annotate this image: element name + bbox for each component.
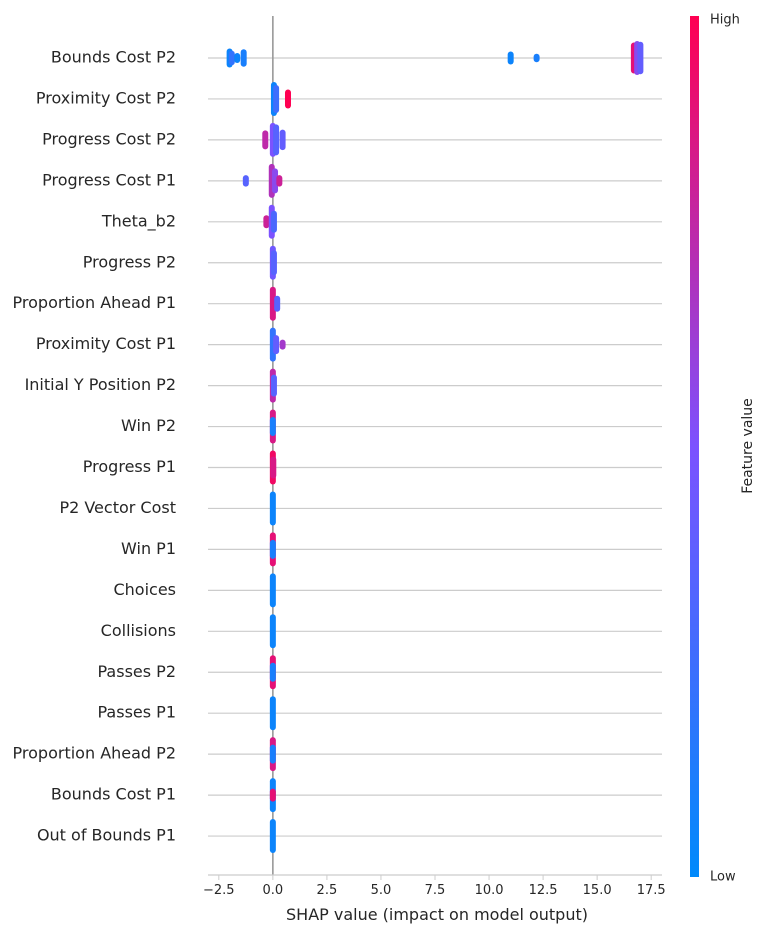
data-point-cluster [242, 175, 249, 187]
x-tick-label: 2.5 [317, 883, 338, 898]
data-point-cluster [276, 175, 283, 187]
data-point-cluster [269, 286, 276, 321]
feature-label: Win P2 [121, 416, 176, 435]
data-point-cluster [269, 573, 276, 608]
data-point-cluster [269, 788, 276, 802]
data-point-cluster [263, 215, 270, 229]
data-point-cluster [269, 417, 276, 437]
data-point-cluster [262, 130, 269, 150]
colorbar-bar [690, 16, 699, 877]
feature-label: Bounds Cost P1 [51, 785, 176, 804]
data-point-cluster [637, 41, 644, 75]
data-point-cluster [269, 696, 276, 731]
data-points [226, 41, 644, 854]
data-point-cluster [270, 210, 277, 233]
feature-label: Progress Cost P1 [42, 170, 176, 189]
data-point-cluster [279, 129, 286, 151]
feature-label: Passes P1 [98, 703, 177, 722]
feature-label: Choices [113, 580, 176, 599]
data-point-cluster [533, 53, 540, 63]
x-tick-label: 5.0 [371, 883, 392, 898]
feature-label: Proportion Ahead P1 [13, 293, 176, 312]
data-point-cluster [274, 295, 281, 312]
x-tick-label: 7.5 [425, 883, 446, 898]
data-point-cluster [269, 614, 276, 649]
data-point-cluster [269, 491, 276, 526]
data-point-cluster [273, 335, 280, 355]
feature-label: Win P1 [121, 539, 176, 558]
feature-label: Initial Y Position P2 [25, 375, 176, 394]
data-point-cluster [270, 456, 277, 479]
feature-label: Progress P2 [83, 252, 176, 271]
data-point-cluster [234, 53, 241, 63]
data-point-cluster [284, 89, 291, 109]
feature-label: Collisions [101, 621, 176, 640]
feature-label: Out of Bounds P1 [37, 826, 176, 845]
feature-label: Passes P2 [98, 662, 177, 681]
data-point-cluster [228, 50, 235, 66]
x-tick-label: 12.5 [529, 883, 558, 898]
x-tick-label: −2.5 [203, 883, 235, 898]
data-point-cluster [273, 124, 280, 156]
grid-lines [208, 57, 662, 837]
colorbar-title: Feature value [740, 398, 756, 494]
data-point-cluster [240, 49, 247, 67]
colorbar-low-label: Low [710, 870, 736, 885]
data-point-cluster [273, 84, 280, 113]
feature-label: Bounds Cost P2 [51, 48, 176, 67]
data-point-cluster [269, 662, 276, 682]
x-axis-title: SHAP value (impact on model output) [286, 905, 588, 924]
colorbar-high-label: High [710, 13, 740, 28]
data-point-cluster [270, 250, 277, 276]
x-tick-label: 17.5 [637, 883, 666, 898]
x-tick-label: 10.0 [475, 883, 504, 898]
data-point-cluster [507, 51, 514, 65]
data-point-cluster [272, 168, 279, 194]
feature-label: Proportion Ahead P2 [13, 744, 176, 763]
data-point-cluster [270, 374, 277, 397]
feature-label: Progress Cost P2 [42, 129, 176, 148]
x-tick-label: 15.0 [583, 883, 612, 898]
feature-label: Progress P1 [83, 457, 176, 476]
feature-label: Proximity Cost P1 [36, 334, 176, 353]
data-point-cluster [269, 819, 276, 854]
feature-label: Proximity Cost P2 [36, 88, 176, 107]
x-tick-label: 0.0 [263, 883, 284, 898]
feature-label: P2 Vector Cost [59, 498, 176, 517]
data-point-cluster [279, 339, 286, 350]
data-point-cluster [269, 744, 276, 764]
colorbar: High Low Feature value [690, 13, 756, 885]
x-axis: −2.5 0.0 2.5 5.0 7.5 10.0 12.5 15.0 17.5 [203, 874, 666, 898]
data-point-cluster [269, 539, 276, 559]
feature-labels: Bounds Cost P2 Proximity Cost P2 Progress … [13, 48, 176, 845]
feature-label: Theta_b2 [101, 211, 176, 231]
